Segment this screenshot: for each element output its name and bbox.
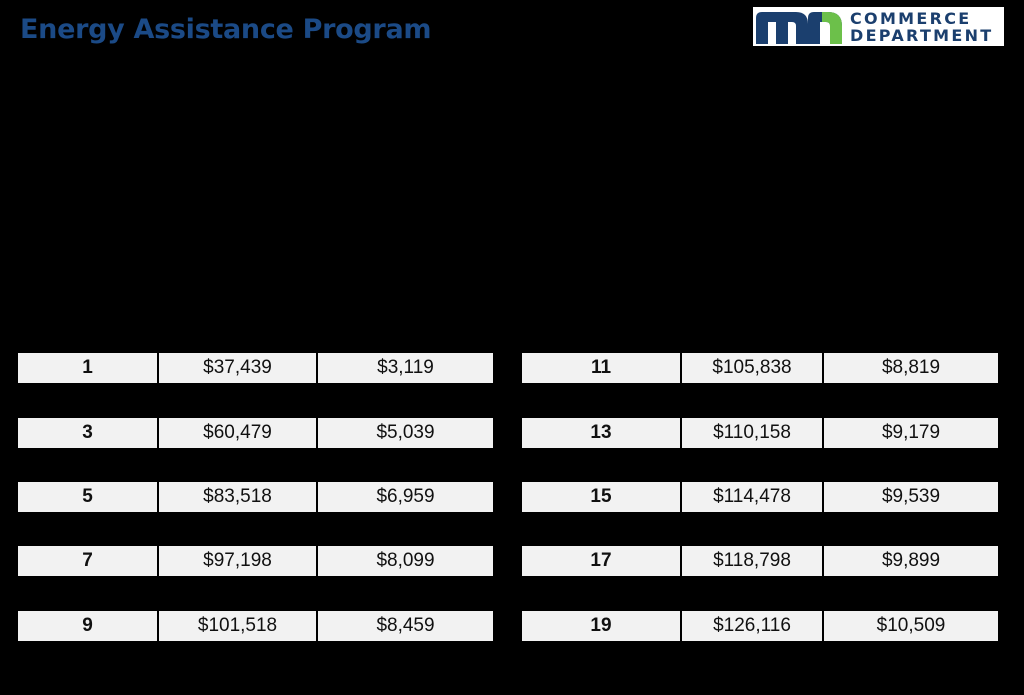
- table-row: 7 $97,198 $8,099: [18, 546, 495, 576]
- monthly-income-cell: $5,039: [318, 418, 493, 448]
- annual-income-cell: $101,518: [159, 611, 316, 641]
- annual-income-cell: $118,798: [682, 546, 822, 576]
- annual-income-cell: $97,198: [159, 546, 316, 576]
- household-size-cell: 5: [18, 482, 157, 512]
- household-size-cell: 11: [522, 353, 680, 383]
- table-row: 13 $110,158 $9,179: [522, 418, 1000, 448]
- logo-line-2: DEPARTMENT: [850, 25, 994, 45]
- annual-income-cell: $37,439: [159, 353, 316, 383]
- table-row: 9 $101,518 $8,459: [18, 611, 495, 641]
- monthly-income-cell: $10,509: [824, 611, 998, 641]
- logo-line-1: COMMERCE: [850, 8, 972, 28]
- annual-income-cell: $114,478: [682, 482, 822, 512]
- table-row: 19 $126,116 $10,509: [522, 611, 1000, 641]
- monthly-income-cell: $3,119: [318, 353, 493, 383]
- annual-income-cell: $126,116: [682, 611, 822, 641]
- monthly-income-cell: $9,539: [824, 482, 998, 512]
- household-size-cell: 13: [522, 418, 680, 448]
- household-size-cell: 15: [522, 482, 680, 512]
- table-row: 15 $114,478 $9,539: [522, 482, 1000, 512]
- table-row: 5 $83,518 $6,959: [18, 482, 495, 512]
- annual-income-cell: $105,838: [682, 353, 822, 383]
- table-row: 1 $37,439 $3,119: [18, 353, 495, 383]
- monthly-income-cell: $9,179: [824, 418, 998, 448]
- commerce-department-logo: COMMERCE DEPARTMENT: [753, 7, 1004, 46]
- monthly-income-cell: $6,959: [318, 482, 493, 512]
- program-title: Energy Assistance Program: [20, 14, 432, 45]
- mn-logo-icon: [756, 11, 842, 44]
- household-size-cell: 7: [18, 546, 157, 576]
- annual-income-cell: $110,158: [682, 418, 822, 448]
- household-size-cell: 3: [18, 418, 157, 448]
- monthly-income-cell: $8,819: [824, 353, 998, 383]
- household-size-cell: 9: [18, 611, 157, 641]
- household-size-cell: 17: [522, 546, 680, 576]
- household-size-cell: 1: [18, 353, 157, 383]
- table-row: 11 $105,838 $8,819: [522, 353, 1000, 383]
- table-row: 3 $60,479 $5,039: [18, 418, 495, 448]
- monthly-income-cell: $9,899: [824, 546, 998, 576]
- annual-income-cell: $83,518: [159, 482, 316, 512]
- household-size-cell: 19: [522, 611, 680, 641]
- monthly-income-cell: $8,459: [318, 611, 493, 641]
- annual-income-cell: $60,479: [159, 418, 316, 448]
- monthly-income-cell: $8,099: [318, 546, 493, 576]
- table-row: 17 $118,798 $9,899: [522, 546, 1000, 576]
